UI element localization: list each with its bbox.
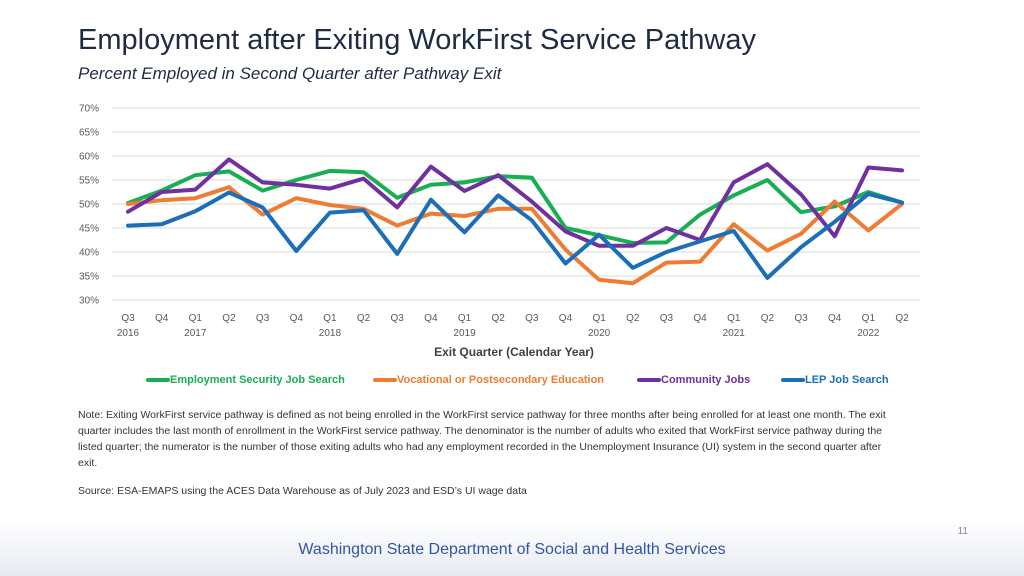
x-tick-label: Q3 — [391, 313, 405, 324]
legend-label: Vocational or Postsecondary Education — [397, 374, 605, 386]
legend-item-community-jobs: Community Jobs — [637, 374, 750, 386]
y-tick-label: 70% — [79, 104, 99, 115]
x-tick-label: Q3 — [525, 313, 539, 324]
x-tick-label: Q3 — [794, 313, 808, 324]
page-title: Employment after Exiting WorkFirst Servi… — [78, 24, 756, 56]
legend-item-vocational: Vocational or Postsecondary Education — [373, 374, 604, 386]
x-tick-label: Q4 — [155, 313, 169, 324]
footer-band — [0, 520, 1024, 576]
x-tick-label: Q4 — [290, 313, 304, 324]
x-tick-label: Q1 — [862, 313, 876, 324]
x-tick-label: Q3 — [256, 313, 270, 324]
series-line-vocational-or-postsecondary-education — [126, 185, 904, 286]
x-tick-label: Q4 — [828, 313, 842, 324]
x-tick-label: Q3 — [660, 313, 674, 324]
y-tick-label: 50% — [79, 200, 99, 211]
x-year-label: 2019 — [453, 328, 476, 339]
x-axis-label: Exit Quarter (Calendar Year) — [434, 345, 594, 359]
y-tick-label: 45% — [79, 224, 99, 235]
legend-label: Community Jobs — [661, 374, 751, 386]
x-tick-label: Q4 — [559, 313, 573, 324]
x-tick-label: Q1 — [727, 313, 741, 324]
x-year-label: 2021 — [723, 328, 746, 339]
legend-swatch-community-jobs — [637, 378, 661, 382]
legend-swatch-vocational — [373, 378, 397, 382]
x-year-label: 2020 — [588, 328, 611, 339]
page-subtitle: Percent Employed in Second Quarter after… — [78, 64, 502, 83]
x-tick-label: Q4 — [424, 313, 438, 324]
y-tick-label: 65% — [79, 128, 99, 139]
legend-label: Employment Security Job Search — [170, 374, 345, 386]
line-chart: 30% 35% 40% 45% 50% 55% 60% 65% 70% Q3 Q4 Q1 Q2 Q3 Q4… — [79, 104, 920, 359]
chart-legend: Employment Security Job Search Vocationa… — [0, 374, 1024, 392]
x-tick-label: Q2 — [761, 313, 775, 324]
chart-source: Source: ESA-EMAPS using the ACES Data Wa… — [78, 485, 527, 497]
x-year-label: 2016 — [117, 328, 140, 339]
legend-swatch-lep — [781, 378, 805, 382]
x-tick-label: Q2 — [357, 313, 371, 324]
y-tick-label: 40% — [79, 248, 99, 259]
x-year-label: 2018 — [319, 328, 342, 339]
chart-note: Note: Exiting WorkFirst service pathway … — [78, 409, 886, 469]
y-tick-label: 60% — [79, 152, 99, 163]
x-tick-label: Q2 — [492, 313, 506, 324]
x-tick-label: Q2 — [895, 313, 909, 324]
x-tick-label: Q2 — [222, 313, 236, 324]
x-tick-label: Q1 — [458, 313, 472, 324]
footer-organization: Washington State Department of Social an… — [298, 541, 726, 558]
x-tick-label: Q1 — [323, 313, 337, 324]
legend-item-employment-security: Employment Security Job Search — [146, 374, 345, 386]
legend-item-lep: LEP Job Search — [781, 374, 889, 386]
x-tick-label: Q1 — [189, 313, 203, 324]
x-tick-label: Q4 — [693, 313, 707, 324]
x-year-label: 2022 — [857, 328, 880, 339]
series-line-employment-security-job-search — [126, 168, 904, 245]
y-tick-label: 35% — [79, 272, 99, 283]
legend-label: LEP Job Search — [805, 374, 889, 386]
legend-swatch-employment-security — [146, 378, 170, 382]
series-line-lep-job-search — [126, 190, 904, 280]
y-tick-label: 55% — [79, 176, 99, 187]
page-number: 11 — [957, 526, 968, 537]
x-tick-label: Q2 — [626, 313, 640, 324]
x-tick-label: Q1 — [592, 313, 606, 324]
series-line-community-jobs — [126, 157, 904, 248]
x-year-label: 2017 — [184, 328, 207, 339]
x-tick-label: Q3 — [121, 313, 135, 324]
y-tick-label: 30% — [79, 296, 99, 307]
